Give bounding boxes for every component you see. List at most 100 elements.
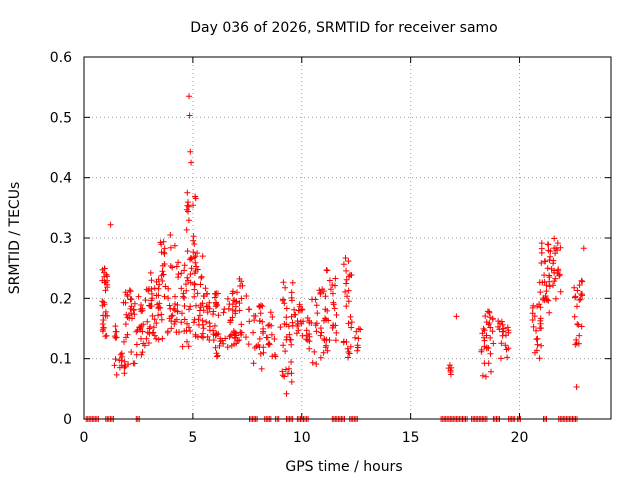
data-point (250, 329, 257, 336)
data-point (575, 321, 582, 328)
data-point (155, 285, 162, 292)
data-point (533, 336, 540, 343)
data-point (229, 307, 236, 313)
data-point (212, 290, 219, 297)
data-point (138, 308, 145, 315)
data-point (550, 257, 557, 264)
data-point (347, 343, 354, 350)
data-point (184, 189, 191, 196)
data-point (198, 274, 205, 281)
data-point (264, 334, 271, 341)
data-point (266, 340, 272, 347)
data-point (533, 327, 539, 334)
data-point (168, 325, 175, 332)
data-point (286, 331, 293, 338)
data-point (488, 368, 494, 375)
data-point (355, 325, 362, 332)
data-point (166, 302, 173, 309)
data-point (194, 250, 201, 257)
data-point (147, 303, 154, 309)
data-point (268, 322, 275, 329)
data-point (217, 338, 224, 345)
data-point (547, 248, 554, 255)
data-point (186, 93, 192, 100)
data-point (245, 306, 252, 313)
data-point (536, 325, 543, 332)
data-point (131, 311, 138, 318)
data-point (355, 335, 362, 342)
data-point (158, 272, 165, 279)
data-point (543, 282, 550, 289)
data-point (113, 328, 120, 335)
data-point (200, 334, 207, 341)
data-point (111, 362, 118, 369)
data-point (200, 293, 207, 299)
data-point (271, 336, 278, 342)
data-point (330, 301, 337, 308)
data-point (243, 293, 250, 299)
data-point (291, 306, 298, 313)
data-point (178, 319, 185, 326)
y-tick-label: 0.6 (50, 50, 72, 66)
data-point (155, 305, 162, 312)
data-point (159, 335, 166, 342)
data-point (571, 313, 578, 320)
data-point (138, 302, 144, 308)
data-point (324, 307, 331, 314)
data-point (327, 286, 334, 293)
data-point (216, 342, 223, 349)
data-point (348, 319, 355, 326)
data-point (167, 263, 174, 269)
data-point (159, 262, 166, 269)
data-point (546, 309, 553, 316)
x-tick-label: 5 (188, 430, 197, 446)
data-point (502, 342, 509, 349)
data-point (237, 329, 244, 336)
data-point (329, 290, 336, 297)
data-point (482, 373, 489, 380)
data-point (552, 275, 559, 282)
data-point (122, 321, 129, 328)
data-point (279, 372, 286, 379)
data-point (498, 340, 505, 347)
data-point (343, 280, 350, 287)
data-point (135, 293, 142, 300)
data-point (294, 323, 301, 329)
data-point (576, 282, 583, 289)
data-point (546, 278, 553, 285)
data-point (214, 352, 221, 359)
data-point (158, 316, 165, 323)
data-point (266, 341, 273, 348)
data-point (326, 337, 333, 344)
data-point (107, 221, 114, 228)
data-point (487, 350, 494, 357)
data-point (203, 318, 210, 325)
y-tick-label: 0.2 (50, 291, 72, 307)
data-point (504, 324, 511, 331)
data-point (99, 277, 106, 284)
data-point (213, 353, 220, 360)
data-point (489, 316, 496, 323)
data-point (267, 309, 274, 316)
data-point (324, 347, 331, 354)
data-point (538, 342, 545, 349)
data-point (127, 305, 134, 312)
data-point (313, 361, 320, 367)
data-point (345, 287, 352, 294)
data-point (117, 351, 124, 358)
data-point (479, 372, 486, 379)
data-point (204, 333, 211, 340)
data-point (121, 370, 128, 377)
data-points (83, 93, 587, 422)
data-point (186, 112, 193, 119)
data-point (127, 288, 134, 295)
data-point (325, 317, 332, 324)
data-point (148, 286, 155, 293)
data-point (576, 297, 583, 303)
data-point (199, 321, 206, 328)
data-point (104, 284, 111, 291)
data-point (139, 349, 146, 356)
data-point (224, 295, 231, 302)
data-point (120, 299, 127, 306)
data-point (156, 281, 163, 288)
